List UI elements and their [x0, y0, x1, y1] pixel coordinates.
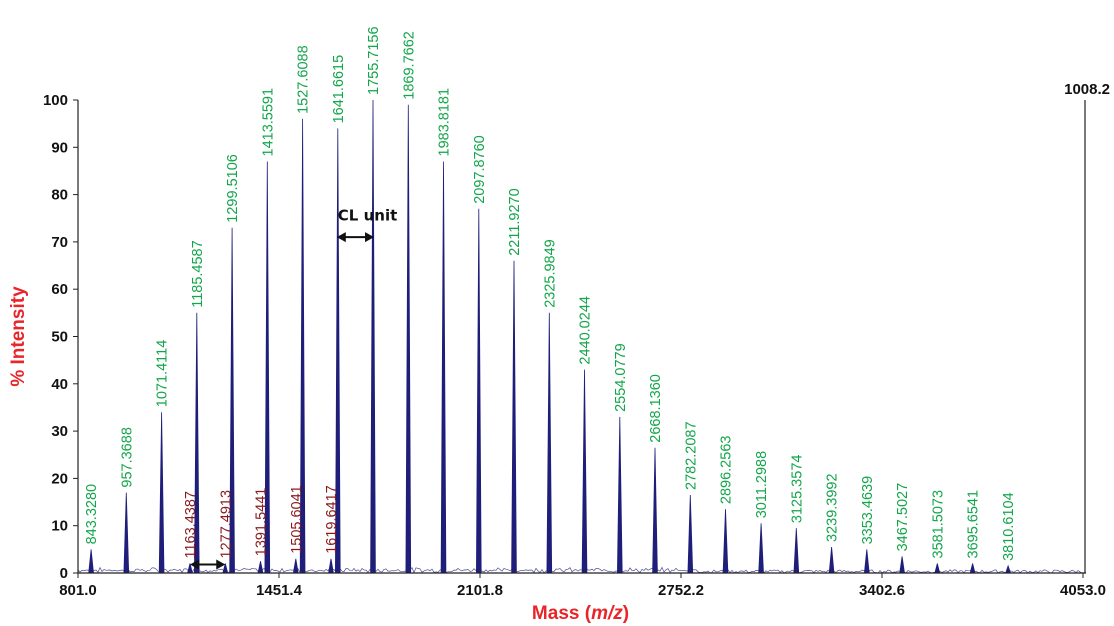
major-peak — [722, 509, 729, 574]
major-peak-label: 1185.4587 — [190, 240, 206, 307]
major-peak-label: 1071.4114 — [155, 340, 171, 407]
major-peak — [511, 260, 517, 574]
minor-peak — [292, 558, 299, 574]
major-peak-label: 1527.6088 — [296, 45, 312, 114]
major-peak-label: 1869.7662 — [401, 31, 417, 100]
major-peak-label: 1983.8181 — [437, 88, 453, 157]
x-tick-label: 1451.4 — [256, 582, 303, 599]
major-peak — [652, 447, 658, 574]
major-peak-label: 957.3688 — [119, 427, 135, 487]
baseline-noise-trace — [77, 566, 1083, 574]
x-tick-label: 3402.6 — [859, 582, 905, 599]
major-peak — [1005, 564, 1012, 574]
baseline-noise — [77, 566, 1083, 574]
major-peak — [758, 523, 764, 574]
major-peak — [863, 549, 870, 574]
y-tick-layer: 0 10 20 30 40 50 60 70 80 90 100 801.0 1451.4 2101.8 2… — [43, 92, 1106, 599]
major-peak — [934, 563, 941, 574]
major-peak-label: 3581.5073 — [930, 490, 946, 559]
x-axis-title-variable: m/z — [591, 603, 623, 624]
x-axis-title: Mass (m/z) — [532, 603, 629, 624]
major-peak-label: 2440.0244 — [578, 296, 594, 365]
x-tick-label: 2752.2 — [658, 582, 704, 599]
y-tick-label: 30 — [51, 423, 68, 440]
major-peak-label: 2554.0779 — [613, 343, 629, 412]
minor-peak-label: 1163.4387 — [183, 491, 199, 558]
major-peak — [475, 208, 482, 574]
major-peak-label: 3125.3574 — [789, 455, 805, 524]
x-axis-title-suffix: ) — [623, 603, 629, 624]
major-peak-label: 3239.3992 — [825, 473, 841, 542]
major-peak — [440, 161, 447, 574]
y-tick-label: 10 — [51, 518, 68, 535]
major-peak-label: 3695.6541 — [966, 490, 982, 559]
major-peak-label: 1299.5106 — [225, 154, 241, 223]
major-peak-label: 2896.2563 — [719, 436, 735, 505]
cl-unit-annotation: CL unit — [338, 207, 397, 225]
major-peak — [405, 104, 412, 574]
minor-peak-label: 1619.6417 — [324, 485, 340, 554]
y-tick-label: 0 — [60, 565, 68, 582]
major-peak — [158, 412, 165, 574]
y-tick-label: 40 — [51, 376, 68, 393]
x-tick-label: 2101.8 — [457, 582, 503, 599]
cl-unit-arrows — [190, 232, 375, 570]
major-peak-label: 3467.5027 — [895, 483, 911, 552]
major-peak-label: 2782.2087 — [683, 421, 699, 490]
major-peak-label: 2668.1360 — [648, 374, 664, 443]
major-peak-label: 2325.9849 — [542, 239, 558, 308]
cl-unit-arrow-minor — [190, 559, 226, 570]
major-peak — [616, 416, 623, 574]
major-peak-label: 3353.4639 — [860, 476, 876, 545]
major-peak — [123, 492, 130, 574]
minor-peak-label: 1505.6041 — [289, 485, 305, 554]
major-peak-label: 3810.6104 — [1001, 492, 1017, 561]
y-axis-title: % Intensity — [8, 286, 29, 387]
minor-peak — [257, 561, 264, 574]
major-peak-label: 1413.5591 — [260, 88, 276, 157]
y-tick-label: 80 — [51, 187, 68, 204]
major-peak-label: 1641.6615 — [331, 55, 347, 124]
major-peak-label: 2097.8760 — [472, 135, 488, 204]
peak-labels-layer: 843.3280 957.3688 1071.4114 1185.4587 1299.5… — [84, 26, 1017, 560]
major-peak-label: 1755.7156 — [366, 26, 382, 95]
major-peak — [581, 369, 588, 574]
major-peak — [687, 494, 694, 574]
minor-peak-label: 1277.4913 — [218, 490, 234, 559]
max-intensity-label: 1008.2 — [1064, 81, 1110, 98]
x-tick-label: 4053.0 — [1060, 582, 1106, 599]
major-peak — [828, 546, 835, 574]
minor-peak — [328, 558, 334, 574]
minor-peak-label: 1391.5441 — [254, 488, 270, 557]
x-axis-title-prefix: Mass ( — [532, 603, 592, 624]
major-peak — [899, 556, 905, 574]
cl-unit-arrow-main — [336, 232, 375, 243]
y-tick-label: 60 — [51, 281, 68, 298]
x-tick-label: 801.0 — [59, 582, 97, 599]
major-peak — [793, 528, 800, 574]
major-peak — [969, 563, 976, 574]
major-peak-label: 843.3280 — [84, 484, 100, 544]
major-peak — [88, 549, 94, 574]
y-tick-label: 100 — [43, 92, 68, 109]
y-tick-label: 50 — [51, 329, 68, 346]
y-tick-label: 90 — [51, 139, 68, 156]
y-tick-label: 70 — [51, 234, 68, 251]
major-peak-label: 2211.9270 — [507, 188, 523, 255]
major-peak-label: 3011.2988 — [754, 451, 770, 518]
major-peak — [370, 99, 376, 574]
y-tick-label: 20 — [51, 470, 68, 487]
major-peak — [546, 312, 553, 574]
